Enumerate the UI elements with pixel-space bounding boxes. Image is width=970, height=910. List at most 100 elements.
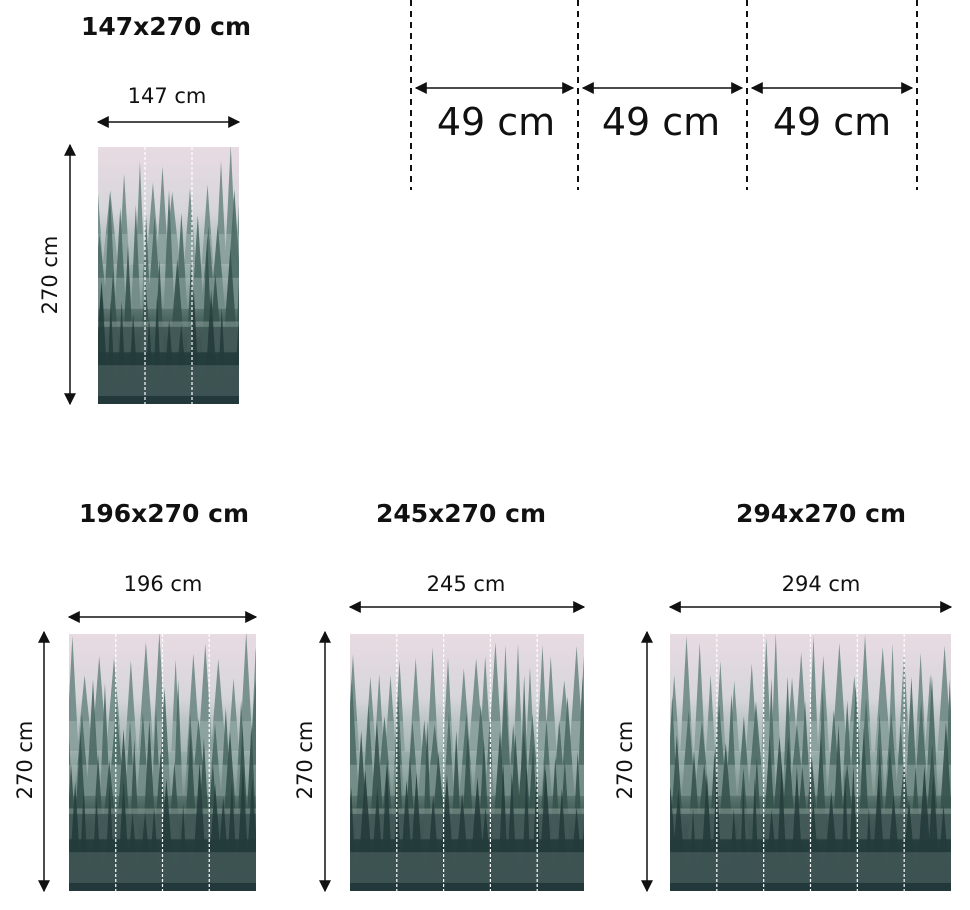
tree — [156, 166, 169, 265]
forest-photo — [653, 634, 951, 891]
tree — [392, 728, 404, 839]
tree — [98, 233, 108, 308]
tree — [131, 205, 141, 308]
tree — [124, 660, 137, 752]
tree — [86, 679, 100, 795]
tree — [135, 161, 145, 265]
tree — [163, 190, 175, 308]
height-label: 270 cm — [13, 720, 37, 800]
tree — [192, 215, 204, 308]
tree — [147, 217, 162, 308]
tree — [485, 718, 494, 795]
tree — [369, 720, 385, 839]
tree — [385, 675, 396, 752]
width-label: 147 cm — [127, 84, 207, 108]
tree — [926, 675, 938, 795]
tree — [858, 727, 870, 839]
strip-width-label: 49 cm — [601, 100, 721, 144]
tree — [81, 244, 94, 351]
panel-title: 294x270 cm — [735, 499, 907, 528]
tree — [350, 679, 359, 795]
tree — [142, 720, 156, 839]
forest-photo — [81, 147, 252, 404]
tree — [858, 634, 872, 752]
tree — [335, 713, 345, 794]
tree — [526, 713, 539, 795]
tree — [905, 676, 918, 795]
tree — [423, 720, 432, 839]
tree — [655, 681, 665, 751]
tree — [451, 730, 462, 839]
tree — [488, 642, 503, 752]
tree — [771, 634, 781, 752]
tree — [255, 881, 256, 883]
height-label: 270 cm — [293, 720, 317, 800]
tree — [781, 737, 796, 839]
strip-width-label: 49 cm — [772, 100, 892, 144]
tree — [334, 807, 347, 882]
tree — [53, 677, 65, 795]
tree — [537, 644, 548, 752]
tree — [333, 735, 347, 838]
tree — [761, 637, 772, 752]
tree — [915, 652, 926, 752]
tree — [184, 731, 197, 839]
tree — [69, 635, 79, 752]
tree — [108, 703, 124, 795]
tree — [51, 795, 67, 882]
tree — [363, 704, 375, 795]
tree — [937, 645, 951, 752]
tree — [726, 693, 737, 795]
tree — [938, 721, 951, 839]
tree — [817, 655, 829, 752]
tree — [244, 310, 252, 395]
tree — [222, 730, 238, 839]
tree — [763, 735, 776, 839]
strip-width-label: 49 cm — [436, 100, 556, 144]
tree — [694, 719, 710, 795]
tree — [656, 735, 664, 839]
tree — [842, 700, 853, 795]
tree — [53, 659, 64, 751]
tree — [461, 733, 474, 839]
tree — [222, 248, 238, 352]
tree — [443, 712, 454, 795]
tree — [748, 701, 764, 795]
tree — [427, 647, 439, 752]
tree — [653, 700, 667, 795]
forest-shade — [98, 326, 239, 404]
height-label: 270 cm — [613, 720, 637, 800]
tree — [560, 696, 575, 795]
tree — [122, 244, 134, 352]
tree — [239, 634, 253, 752]
tree — [335, 678, 345, 751]
tree — [151, 708, 161, 795]
tree — [228, 678, 240, 752]
width-label: 245 cm — [426, 572, 506, 596]
tree — [577, 677, 584, 795]
panel-title: 196x270 cm — [78, 499, 250, 528]
tree — [173, 679, 183, 795]
tree — [694, 642, 706, 752]
tree — [52, 721, 66, 838]
forest-photo — [51, 634, 271, 891]
tree — [83, 199, 94, 308]
tree — [260, 655, 271, 751]
panel-title: 245x270 cm — [375, 499, 547, 528]
forest-photo — [333, 634, 597, 891]
tree — [544, 656, 557, 752]
tree — [100, 683, 110, 795]
tree — [201, 184, 214, 265]
tree — [814, 731, 827, 839]
tree — [184, 188, 196, 265]
tree — [125, 720, 135, 795]
tree — [588, 760, 597, 839]
tree — [114, 207, 126, 308]
panel-title: 147x270 cm — [80, 12, 252, 41]
tree — [653, 772, 667, 882]
tree — [949, 860, 951, 883]
forest-shade — [350, 813, 584, 891]
tree — [808, 635, 819, 752]
tree — [82, 170, 94, 265]
